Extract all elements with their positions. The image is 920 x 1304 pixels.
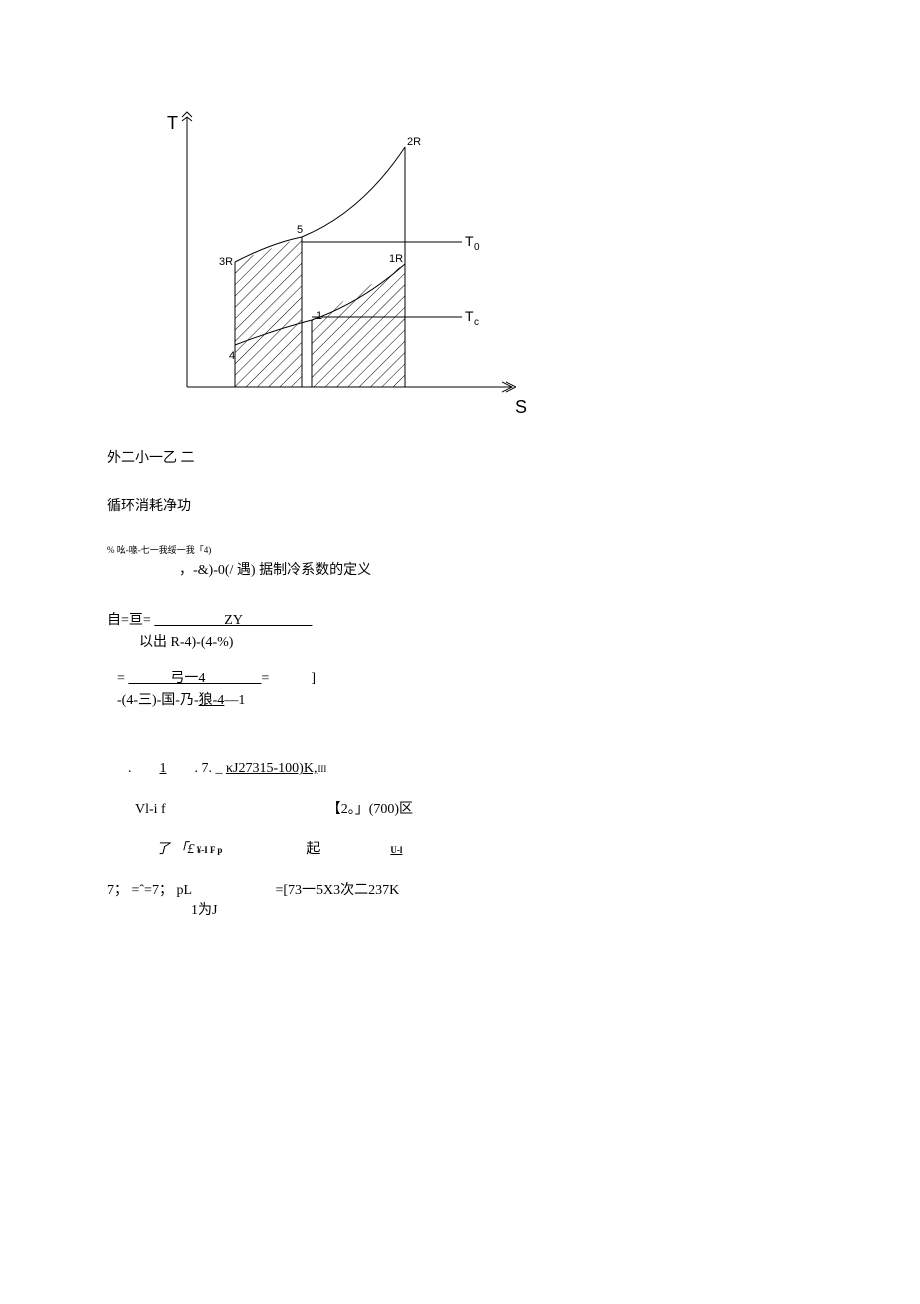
svg-text:1R: 1R xyxy=(389,253,403,265)
g-r1-b: . 7. _ xyxy=(167,761,227,776)
g-r2: Vl-i f 【2。」(700)区 xyxy=(107,800,813,820)
svg-text:0: 0 xyxy=(474,242,480,253)
g-r1-sm: III xyxy=(317,764,326,774)
fb1-bot: 以出 R-4)-(4-%) xyxy=(139,631,813,651)
fb2-top-a: = xyxy=(117,671,128,686)
g-r4: 7； =ˆ=7； pL =[73一5X3次二237K xyxy=(107,881,813,901)
svg-text:1: 1 xyxy=(316,310,322,322)
garbled-block: . 1 . 7. _ κJ27315-100)K,III Vl-i f 【2。」… xyxy=(107,739,813,922)
definition-line: ，-&)-0(/ 遇) 据制冷系数的定义 xyxy=(179,559,813,579)
g-r3-i: 了 「£ xyxy=(156,842,195,857)
y-axis-label: T xyxy=(167,113,178,133)
g-r1-a: . xyxy=(128,761,160,776)
fraction-block-2: = 弓一4 = ] -(4-三)-国-乃-狼-4—1 xyxy=(107,667,813,709)
heading-net-work: 循环消耗净功 xyxy=(107,495,813,515)
g-r1-u2: κJ27315-100)K, xyxy=(226,761,317,776)
fb2-bot-b: —1 xyxy=(224,693,245,708)
ts-diagram: T S 2R 5 3R 1R 4 1 T 0 T c xyxy=(107,107,813,437)
fb1-top-a: 自=亘= xyxy=(107,613,154,628)
g-r3-a xyxy=(128,842,156,857)
fb2-top-b: = xyxy=(261,671,311,686)
g-r3-c: 起 xyxy=(222,842,390,857)
svg-text:2R: 2R xyxy=(407,136,421,148)
svg-text:4: 4 xyxy=(229,350,235,362)
g-r3-u: U-l xyxy=(390,845,402,855)
svg-text:3R: 3R xyxy=(219,256,233,268)
fb2-bot-a: -(4-三)-国-乃- xyxy=(117,693,199,708)
fb2-bot-u: 狼-4 xyxy=(199,693,225,708)
svg-text:T: T xyxy=(465,308,474,324)
fb2-top-u: 弓一4 xyxy=(128,671,261,686)
fb1-top-u: ZY xyxy=(154,613,312,628)
g-r3-b: ¥-I F p xyxy=(195,845,223,855)
garbled-small-1: % 吆-喙-七一我绥一我「4) xyxy=(107,543,813,556)
svg-text:T: T xyxy=(465,233,474,249)
svg-text:5: 5 xyxy=(297,224,303,236)
x-axis-label: S xyxy=(515,397,527,417)
caption-line-1: 外二小一乙 二 xyxy=(107,447,813,467)
g-r1-u: 1 xyxy=(160,761,167,776)
fb2-top-u2: ] xyxy=(311,671,316,686)
g-r5: 1为J xyxy=(107,901,813,921)
svg-text:c: c xyxy=(474,317,479,328)
fraction-block-1: 自=亘= ZY 以出 R-4)-(4-%) xyxy=(107,609,813,651)
